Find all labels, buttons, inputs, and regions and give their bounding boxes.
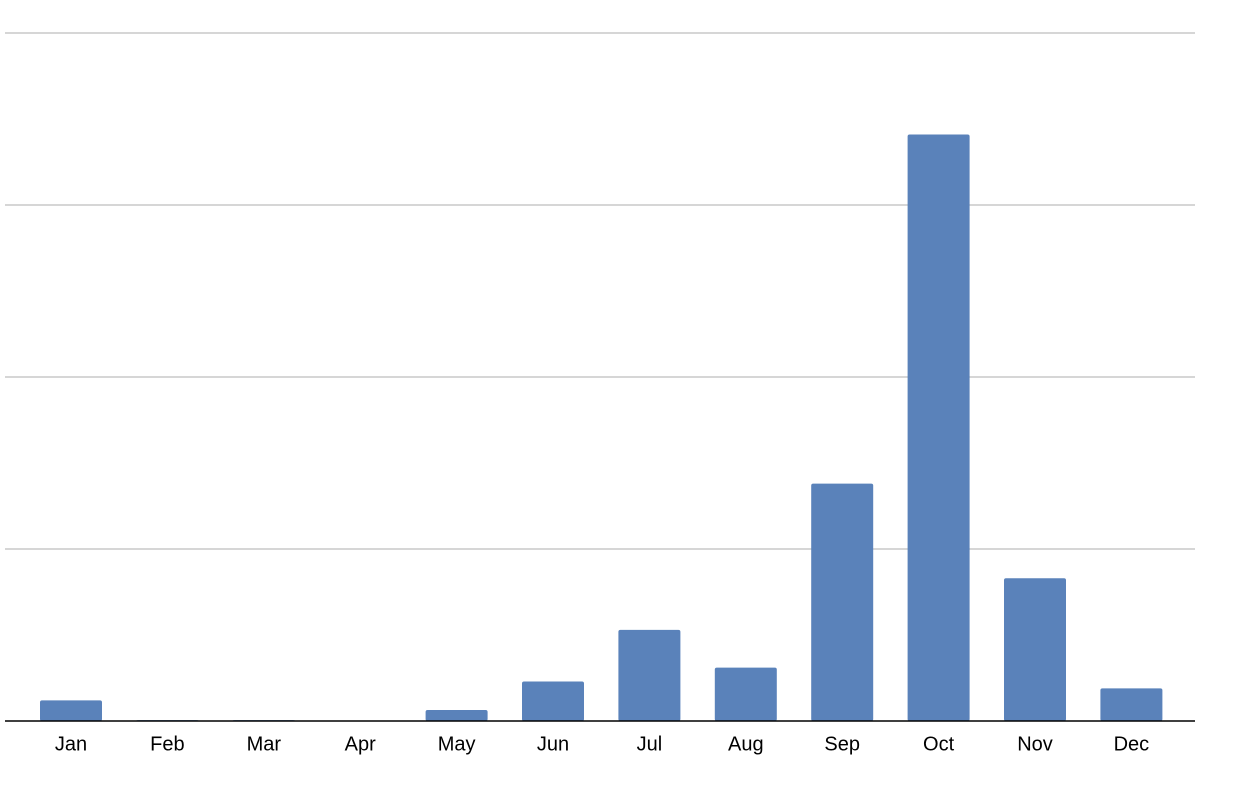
x-tick-label: May	[438, 733, 476, 755]
x-tick-label: Aug	[728, 733, 764, 755]
x-tick-label: Oct	[923, 733, 955, 755]
x-tick-label: Dec	[1114, 733, 1150, 755]
bar	[1004, 578, 1066, 721]
x-tick-label: Jun	[537, 733, 569, 755]
x-tick-label: Jul	[637, 733, 663, 755]
x-tick-label: Sep	[824, 733, 860, 755]
bar	[40, 700, 102, 721]
bar	[811, 483, 874, 721]
x-tick-label: Jan	[55, 733, 87, 755]
bar	[618, 629, 681, 721]
bar	[714, 667, 777, 721]
bar	[907, 134, 970, 722]
x-tick-label: Nov	[1017, 733, 1053, 755]
x-tick-label: Feb	[150, 733, 184, 755]
bar	[1100, 688, 1163, 721]
x-tick-label: Apr	[345, 733, 376, 755]
bar	[425, 709, 488, 721]
bar	[522, 681, 584, 721]
x-tick-label: Mar	[247, 733, 282, 755]
